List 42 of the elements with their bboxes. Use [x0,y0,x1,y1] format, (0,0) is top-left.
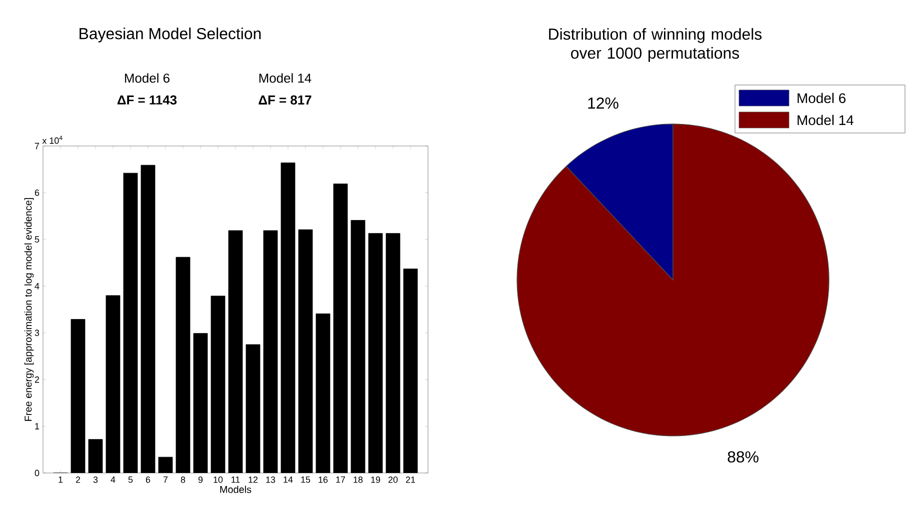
x-axis-title: Models [220,486,252,494]
x-tick-label: 10 [214,476,223,483]
data-label: 88% [728,451,758,463]
text: x 10$^{4}$ [42,136,62,144]
x-tick-label: 16 [318,476,328,483]
data-label: 12% [588,97,618,109]
x-tick-label: 12 [248,476,258,483]
x-tick-label: 15 [301,476,310,483]
x-tick-label: 1 [58,476,63,483]
x-tick-label: 19 [371,476,380,483]
y-tick-label: 2 [34,376,40,383]
chart-title: Distribution of winning models over 1000 permutations [549,28,762,62]
legend-label: Model 6 [798,92,846,104]
x-tick-label: 17 [336,476,346,483]
x-tick-label: 3 [93,476,98,483]
legend-label: Model 14 [798,114,854,126]
y-tick-label: 6 [34,190,40,196]
text: Model 6 [125,73,170,83]
x-tick-label: 20 [388,476,398,483]
y-axis-title: Free energy [approximation to log model evidence] [24,198,34,421]
x-tick-label: 13 [266,476,276,483]
x-tick-label: 2 [76,476,80,483]
y-tick-label: 0 [34,470,40,476]
x-tick-label: 4 [110,476,116,483]
x-tick-label: 14 [284,476,293,483]
y-tick-label: 1 [35,423,40,430]
x-tick-label: 7 [163,476,168,483]
text: Model 14 [259,73,312,83]
y-tick-label: 3 [34,330,40,336]
x-tick-label: 8 [180,476,186,483]
x-tick-label: 9 [198,476,203,483]
x-tick-label: 6 [146,476,150,483]
x-tick-label: 18 [354,476,363,483]
text: ΔF = 1143 [118,95,177,105]
x-tick-label: 5 [128,476,133,483]
text: ΔF = 817 [258,95,312,105]
x-tick-label: 21 [406,476,416,483]
chart-title: Bayesian Model Selection [80,28,261,42]
y-tick-label: 7 [34,142,40,150]
y-tick-label: 4 [34,283,40,290]
x-tick-label: 11 [232,476,240,483]
y-tick-label: 5 [34,236,40,243]
